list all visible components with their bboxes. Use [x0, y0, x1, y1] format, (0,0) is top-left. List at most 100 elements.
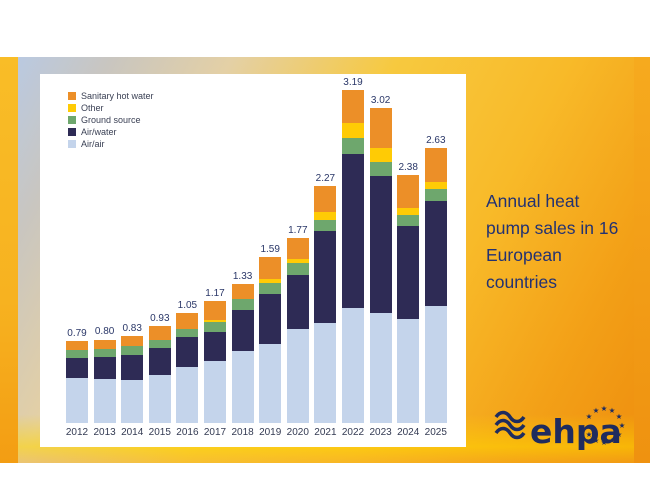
svg-text:★: ★	[616, 412, 623, 421]
legend-label: Air/water	[81, 127, 117, 137]
bar-2018	[231, 284, 254, 423]
legend-label: Ground source	[81, 115, 141, 125]
legend-label: Other	[81, 103, 104, 113]
bar-total-label: 0.79	[67, 327, 87, 339]
bar-total-label: 0.93	[150, 312, 170, 324]
x-axis-tick-label: 2022	[341, 427, 365, 438]
bar-segment-sanitary-hot-water	[66, 340, 88, 350]
bar-segment-air-water	[286, 274, 309, 330]
bar-total-label: 1.17	[205, 287, 225, 299]
bar-segment-air-water	[176, 337, 199, 367]
svg-text:★: ★	[609, 436, 616, 445]
x-axis-tick-label: 2024	[397, 427, 420, 438]
bar-segment-air-air	[176, 366, 199, 423]
slide-right-border	[634, 57, 650, 463]
bar-segment-air-air	[259, 343, 282, 423]
legend-swatch	[68, 92, 76, 100]
slide-left-border	[0, 57, 18, 463]
x-axis-tick-label: 2021	[314, 427, 337, 438]
bar-2022	[342, 90, 364, 423]
svg-text:★: ★	[619, 421, 626, 430]
bar-segment-sanitary-hot-water	[259, 257, 282, 279]
x-axis-tick-label: 2020	[286, 427, 309, 438]
bar-segment-sanitary-hot-water	[397, 174, 420, 208]
x-axis-tick-label: 2013	[93, 427, 116, 438]
legend-item: Air/water	[68, 126, 154, 138]
bar-segment-air-air	[314, 322, 337, 423]
legend-item: Air/air	[68, 138, 154, 150]
svg-text:★: ★	[593, 406, 600, 415]
bar-segment-ground-source	[286, 263, 309, 275]
bar-total-label: 2.27	[315, 173, 336, 185]
bar-total-label: 2.38	[398, 161, 418, 173]
slide-caption: Annual heat pump sales in 16 European co…	[486, 191, 619, 292]
ehpa-logo-graphic: ehpa ★ ★ ★ ★ ★ ★ ★ ★ ★ ★ ★	[494, 404, 626, 451]
bar-total-label: 3.02	[370, 94, 391, 106]
bar-segment-air-water	[66, 358, 88, 379]
x-axis-tick-label: 2019	[259, 427, 282, 438]
svg-text:★: ★	[616, 430, 623, 439]
bar-segment-air-water	[231, 310, 254, 351]
bar-segment-other	[397, 207, 420, 216]
x-axis-tick-label: 2014	[121, 427, 144, 438]
x-axis-tick-label: 2016	[176, 427, 199, 438]
bar-2012	[66, 340, 88, 423]
ehpa-logo: ehpa ★ ★ ★ ★ ★ ★ ★ ★ ★ ★ ★	[492, 403, 642, 455]
bar-segment-ground-source	[121, 345, 144, 356]
bar-segment-air-air	[204, 361, 226, 423]
bar-segment-ground-source	[176, 329, 199, 338]
legend-swatch	[68, 128, 76, 136]
bar-segment-air-air	[148, 374, 171, 423]
bar-segment-air-air	[369, 313, 392, 423]
x-axis-tick-label: 2015	[148, 427, 171, 438]
legend-item: Other	[68, 102, 154, 114]
bar-segment-ground-source	[314, 220, 337, 231]
bar-segment-sanitary-hot-water	[231, 284, 254, 299]
bar-segment-sanitary-hot-water	[369, 107, 392, 149]
bar-segment-air-water	[93, 357, 116, 380]
bar-segment-other	[342, 123, 364, 139]
bar-total-label: 0.83	[122, 323, 142, 335]
bar-segment-ground-source	[259, 283, 282, 294]
x-axis-tick-label: 2012	[65, 427, 89, 438]
bar-total-label: 1.05	[177, 300, 198, 312]
bar-2016	[176, 313, 199, 423]
eu-stars-icon: ★ ★ ★ ★ ★ ★ ★ ★ ★ ★ ★	[586, 404, 626, 447]
bar-total-label: 1.77	[288, 225, 308, 237]
bar-2024	[397, 174, 420, 423]
bar-segment-air-water	[424, 200, 447, 307]
bar-segment-ground-source	[424, 189, 447, 201]
bar-segment-air-water	[342, 153, 364, 309]
legend-swatch	[68, 140, 76, 148]
legend-item: Ground source	[68, 114, 154, 126]
bar-segment-other	[259, 278, 282, 284]
bar-total-label: 2.63	[426, 135, 446, 147]
chart-legend: Sanitary hot water Other Ground source Air/…	[68, 90, 154, 150]
bar-2017	[204, 300, 226, 423]
legend-swatch	[68, 116, 76, 124]
x-axis-tick-label: 2025	[424, 427, 447, 438]
bar-segment-air-water	[259, 293, 282, 344]
x-axis-tick-label: 2017	[203, 427, 227, 438]
bar-segment-air-air	[342, 308, 364, 423]
bar-2015	[148, 325, 171, 423]
bar-segment-air-water	[121, 355, 144, 381]
bar-segment-air-air	[66, 378, 88, 423]
bar-segment-other	[286, 259, 309, 264]
bar-segment-other	[314, 212, 337, 221]
bar-segment-air-air	[231, 350, 254, 423]
bar-segment-ground-source	[342, 138, 364, 154]
chart-panel: 0.79 2012 0.80 2013 0.83 2014 0.93 2015 1.05 2016…	[40, 74, 466, 447]
bar-2020	[286, 238, 309, 423]
svg-text:★: ★	[593, 436, 600, 445]
svg-text:★: ★	[586, 430, 593, 439]
stacked-bar-chart: 0.79 2012 0.80 2013 0.83 2014 0.93 2015 1.05 2016…	[40, 74, 466, 447]
bar-segment-air-air	[424, 306, 447, 423]
x-axis-tick-label: 2018	[231, 427, 254, 438]
bar-segment-air-water	[397, 225, 420, 319]
bar-segment-ground-source	[369, 162, 392, 176]
bar-total-label: 3.19	[343, 76, 363, 88]
bar-segment-ground-source	[66, 349, 88, 359]
bar-segment-ground-source	[93, 348, 116, 358]
bar-segment-ground-source	[148, 339, 171, 348]
